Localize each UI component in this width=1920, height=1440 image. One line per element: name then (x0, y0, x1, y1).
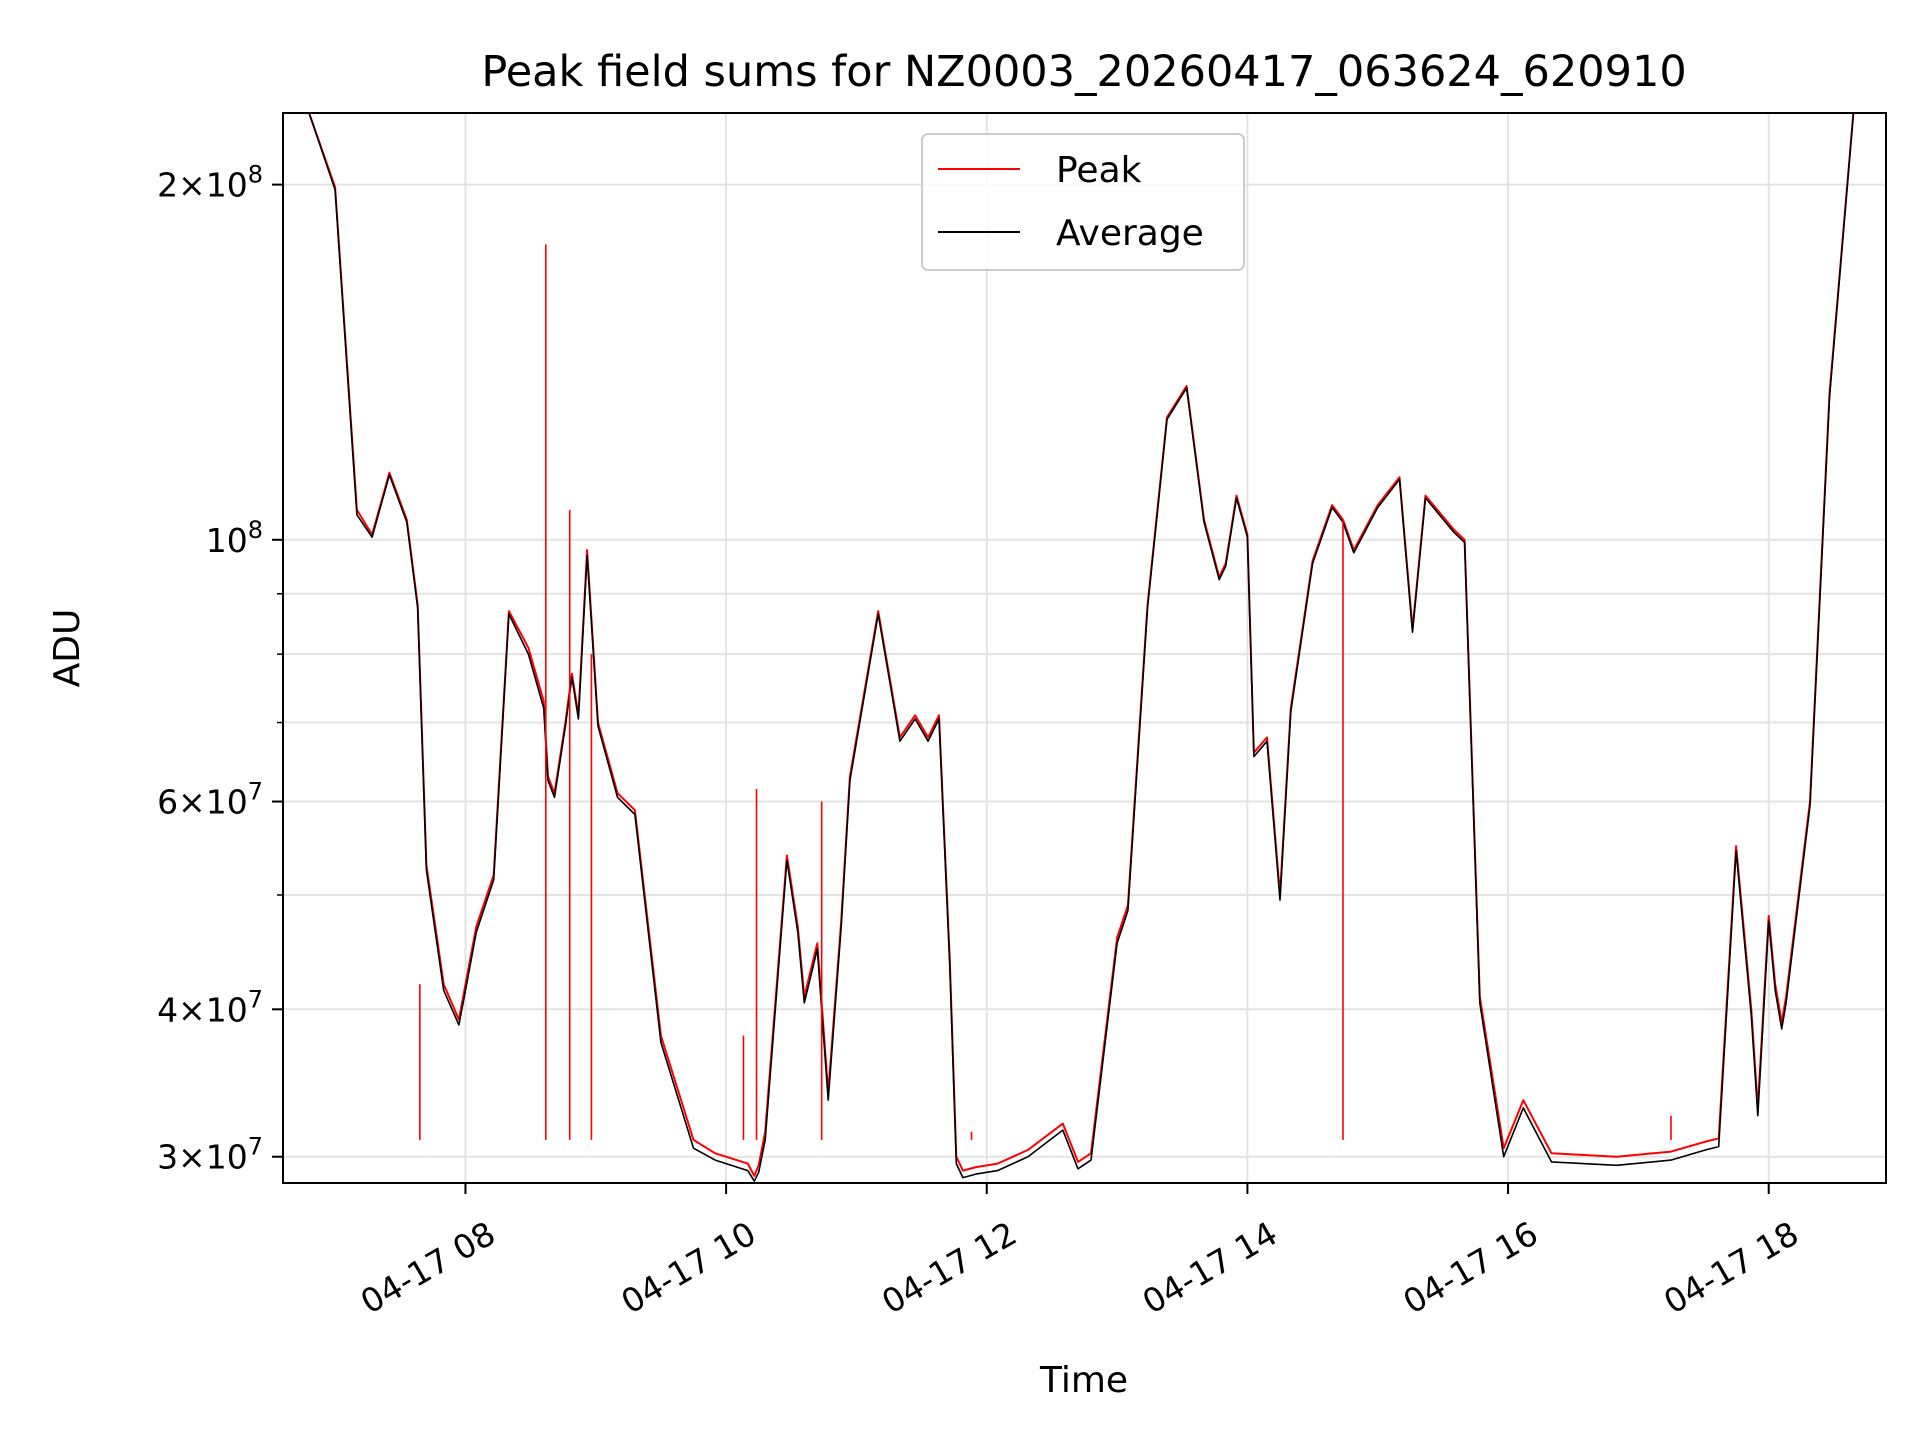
y-tick-label: 4×107 (157, 985, 263, 1029)
y-tick-label: 3×107 (157, 1133, 263, 1177)
y-axis: 2×108 108 6×107 4×107 3×107 (157, 161, 283, 1177)
chart-title: Peak field sums for NZ0003_20260417_0636… (481, 47, 1686, 97)
y-tick-label: 2×108 (157, 161, 263, 205)
y-axis-label: ADU (47, 609, 88, 688)
series-layer (308, 113, 1855, 1182)
legend-label-peak: Peak (1056, 150, 1142, 191)
legend: Peak Average (921, 133, 1245, 271)
plot-frame (282, 112, 1887, 1184)
x-axis-label: Time (1039, 1360, 1128, 1401)
y-tick-label: 6×107 (157, 778, 263, 822)
y-tick-label: 108 (206, 516, 263, 560)
legend-label-average: Average (1056, 213, 1204, 254)
